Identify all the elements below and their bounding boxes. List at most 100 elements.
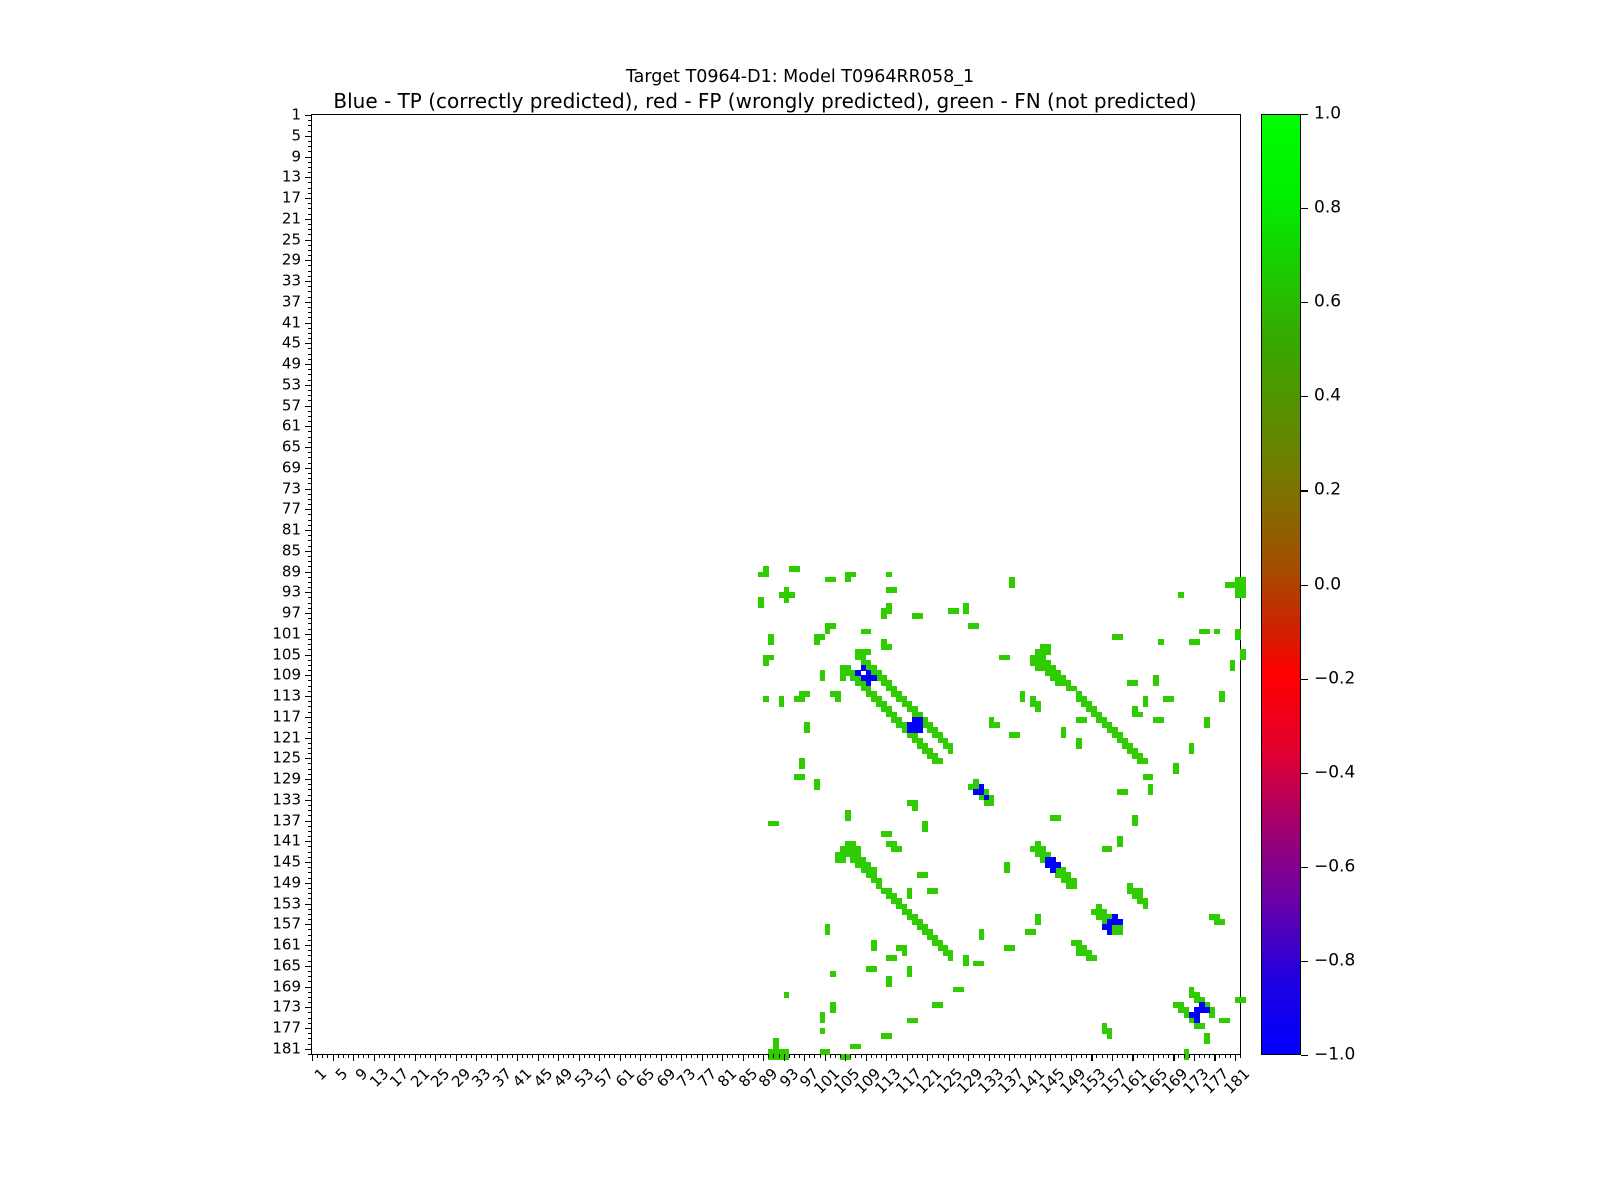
x-axis-tick-major [927,1054,929,1061]
x-axis-label: 5 [331,1064,351,1085]
contact-cell-fn [1045,670,1051,676]
y-axis-label: 97 [281,603,301,622]
contact-cell-fn [850,571,857,578]
x-axis-tick-major [1111,1054,1113,1061]
contact-cell-fn [1019,690,1026,697]
contact-cell-fn [814,784,821,790]
y-axis-tick-minor [308,545,312,547]
contact-cell-tp [1116,919,1123,925]
contact-cell-fn [850,1043,857,1050]
contact-cell-fn [855,846,862,853]
contact-cell-tp [860,664,867,671]
x-axis-tick-major [414,1054,416,1061]
contact-cell-fn [886,893,892,899]
contact-cell-fn [891,898,898,905]
colorbar-tick-label: 0.0 [1314,574,1342,594]
x-axis-tick-minor [881,1054,883,1058]
contact-cell-fn [1086,701,1092,707]
contact-cell-fn [1004,867,1010,874]
contact-cell-tp [855,670,862,676]
x-axis-tick-minor [686,1054,688,1058]
y-axis-tick-minor [308,996,312,998]
x-axis-tick-minor [860,1054,862,1058]
y-axis-tick-minor [308,514,312,516]
contact-cell-fn [891,690,898,697]
y-axis-tick-major [305,1048,312,1050]
contact-cell-fn [860,659,867,666]
contact-cell-fn [1050,670,1057,676]
contact-cell-fn [1081,696,1087,702]
contact-cell-fn [1009,945,1015,951]
contact-cell-fn [875,882,882,889]
contact-cell-fn [1209,1012,1215,1019]
contact-cell-fn [911,706,918,713]
y-axis-tick-minor [308,836,312,838]
contact-cell-fn [978,960,985,967]
contact-cell-fn [911,613,918,619]
contact-cell-fn [768,1048,775,1055]
contact-cell-fn [814,779,821,785]
contact-cell-fn [1106,846,1113,853]
x-axis-tick-minor [424,1054,426,1058]
y-axis-tick-major [305,447,312,449]
contact-cell-fn [865,872,872,879]
y-axis-label: 33 [281,271,301,290]
contact-cell-fn [1106,913,1113,920]
contact-cell-fn [1040,664,1046,671]
contact-cell-fn [922,872,928,879]
contact-cell-fn [1070,877,1077,884]
colorbar-tick-label: −0.4 [1314,762,1356,783]
contact-cell-fn [799,690,805,697]
contact-cell-fn [1065,877,1072,884]
contact-cell-fn [773,1038,780,1045]
y-axis-tick-major [305,301,312,303]
contact-cell-fn [922,716,928,723]
y-axis-label: 153 [272,894,301,913]
contact-map-plot[interactable]: 1 1 5 5 9 9 13 13 17 17 21 21 25 25 29 29 33 33 37 37 41 41 45… [272,107,1253,1098]
contact-cell-fn [927,934,933,941]
contact-cell-fn [1034,659,1041,666]
x-axis-tick-minor [542,1054,544,1058]
y-axis-tick-major [305,841,312,843]
x-axis-tick-major [783,1054,785,1061]
contact-cell-fn [932,727,939,733]
x-axis-tick-minor [650,1054,652,1058]
contact-cell-fn [1070,882,1077,889]
contact-cell-fn [891,955,898,962]
contact-cell-fn [1193,638,1200,645]
contact-cell-fn [1163,696,1169,702]
y-axis-tick-minor [308,275,312,277]
y-axis-tick-minor [308,789,312,791]
contact-cell-fn [778,1048,785,1055]
contact-cell-fn [973,623,980,630]
y-axis-tick-minor [308,846,312,848]
contact-cell-fn [1004,945,1010,951]
contact-cell-fn [1147,789,1154,796]
contact-cell-fn [1091,955,1098,962]
contact-cell-fn [1040,644,1046,650]
contact-cell-fn [983,799,990,806]
x-axis-tick-minor [1183,1054,1185,1058]
contact-cell-fn [911,919,918,925]
y-axis-tick-minor [308,727,312,729]
x-axis-tick-minor [1060,1054,1062,1058]
x-axis-tick-minor [1209,1054,1211,1058]
colorbar-tick-label: 0.4 [1314,385,1342,406]
x-axis-tick-minor [419,1054,421,1058]
contact-cell-fn [881,1033,887,1040]
x-axis-tick-minor [1086,1054,1088,1058]
contact-cell-fn [1147,784,1154,790]
y-axis-label: 101 [272,624,301,643]
x-axis-tick-minor [891,1054,893,1058]
contact-cell-fn [1029,701,1036,707]
contact-cell-fn [870,939,877,946]
contact-cell-fn [865,628,872,635]
contact-cell-fn [870,696,877,702]
contact-cell-tp [906,721,913,728]
contact-cell-fn [922,924,928,931]
y-axis-tick-major [305,945,312,947]
contact-cell-fn [1193,1022,1200,1029]
x-axis-tick-minor [932,1054,934,1058]
contact-cell-fn [963,955,969,962]
y-axis-tick-minor [308,410,312,412]
